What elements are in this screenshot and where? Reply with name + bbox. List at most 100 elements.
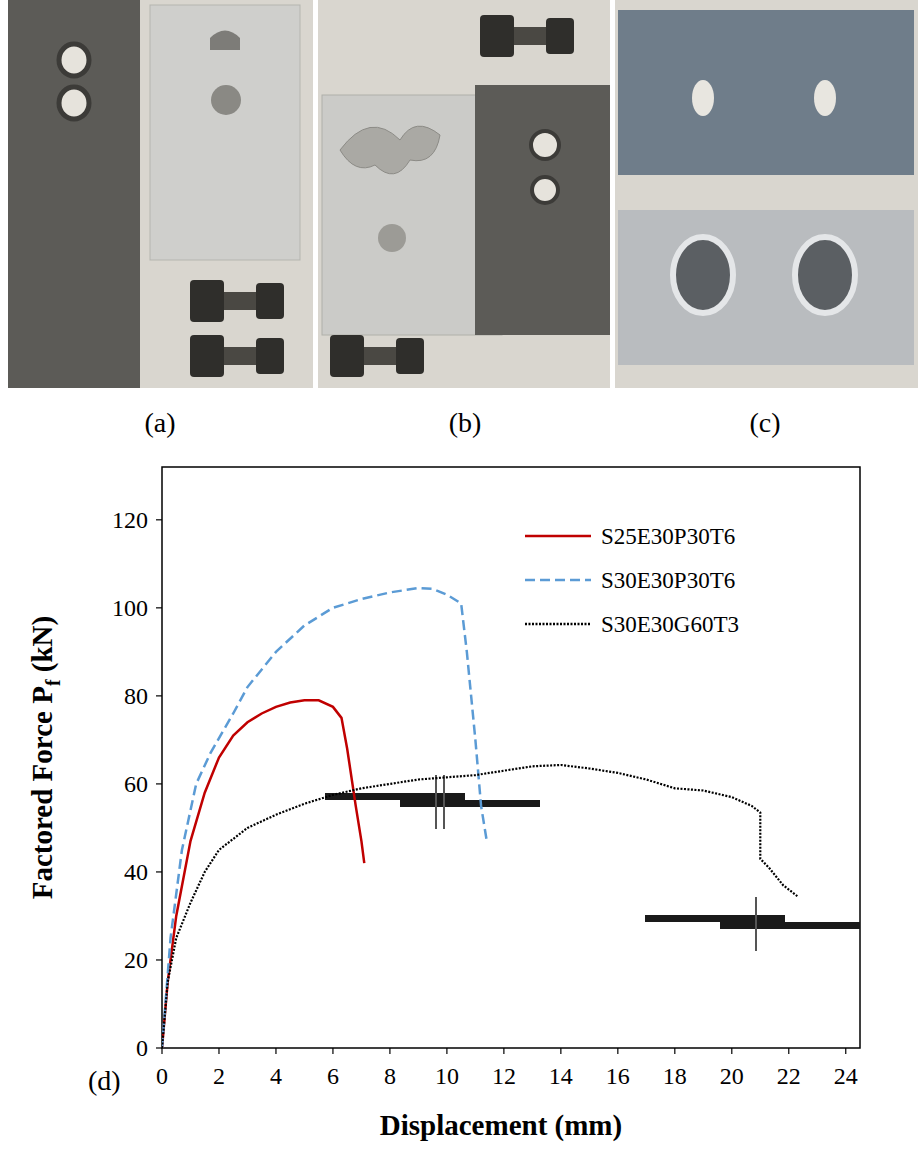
photo-bg <box>318 0 610 388</box>
x-tick <box>731 1048 732 1054</box>
x-tick <box>275 1048 276 1054</box>
bolt-head <box>190 335 224 377</box>
legend-swatch <box>525 579 591 582</box>
y-tick <box>156 607 162 608</box>
y-axis-title: Factored Force Pf (kN) <box>26 616 64 899</box>
y-tick <box>156 519 162 520</box>
sketch-plate <box>400 800 540 807</box>
legend-label: S30E30P30T6 <box>601 568 735 593</box>
hole <box>378 224 406 252</box>
y-tick-label: 20 <box>124 947 148 973</box>
x-tick <box>674 1048 675 1054</box>
y-tick <box>156 959 162 960</box>
hole <box>210 31 240 51</box>
legend-swatch <box>525 535 591 538</box>
hole <box>531 131 559 159</box>
y-tick-label: 80 <box>124 683 148 709</box>
joint-sketch <box>645 897 860 951</box>
x-tick <box>845 1048 846 1054</box>
y-tick-label: 120 <box>112 507 148 533</box>
plate <box>8 0 140 388</box>
bolt-shank <box>224 347 256 365</box>
hole <box>59 44 89 76</box>
x-tick-label: 2 <box>213 1063 225 1089</box>
y-axis-title-part: Factored Force P <box>26 686 58 899</box>
y-tick-label: 0 <box>136 1035 148 1061</box>
photos <box>8 0 918 388</box>
sketch-plate <box>720 922 860 929</box>
plate <box>475 85 610 335</box>
panel-label: (b) <box>449 407 482 438</box>
x-tick-label: 20 <box>720 1063 744 1089</box>
x-tick <box>617 1048 618 1054</box>
x-tick <box>503 1048 504 1054</box>
x-tick-label: 12 <box>492 1063 516 1089</box>
y-tick <box>156 871 162 872</box>
x-tick <box>389 1048 390 1054</box>
bolt-nut <box>256 283 284 319</box>
x-tick <box>218 1048 219 1054</box>
panel-label: (d) <box>88 1065 121 1096</box>
sketch-bolt <box>435 775 437 829</box>
sketch-plate <box>645 915 785 922</box>
x-tick-label: 4 <box>270 1063 282 1089</box>
bolt-shank <box>224 292 256 310</box>
tear <box>340 126 440 174</box>
bolt-nut <box>396 338 424 374</box>
sketch-bolt <box>443 775 445 829</box>
legend-swatch <box>525 623 591 626</box>
plate <box>618 10 914 175</box>
x-tick-label: 0 <box>156 1063 168 1089</box>
hole <box>795 237 855 313</box>
bolt-head <box>480 15 514 57</box>
x-tick <box>788 1048 789 1054</box>
x-tick <box>332 1048 333 1054</box>
x-tick-label: 24 <box>834 1063 858 1089</box>
hole <box>673 237 733 313</box>
x-tick-label: 8 <box>384 1063 396 1089</box>
x-tick-label: 18 <box>663 1063 687 1089</box>
x-tick <box>560 1048 561 1054</box>
x-tick-label: 14 <box>549 1063 573 1089</box>
y-tick-label: 40 <box>124 859 148 885</box>
hole <box>692 80 714 116</box>
y-axis-title-part: (kN) <box>26 616 59 680</box>
series-line <box>162 700 364 1048</box>
sketch-bolt <box>755 897 757 951</box>
plate <box>150 5 300 260</box>
y-tick-label: 100 <box>112 595 148 621</box>
series-line <box>162 765 797 1048</box>
x-tick <box>446 1048 447 1054</box>
hole <box>211 85 241 115</box>
y-tick-label: 60 <box>124 771 148 797</box>
hole <box>814 80 836 116</box>
panel-label: (c) <box>749 407 780 438</box>
hole <box>532 177 558 203</box>
x-tick-label: 16 <box>606 1063 630 1089</box>
legend-label: S30E30G60T3 <box>601 612 739 637</box>
photo-bg <box>8 0 313 388</box>
y-tick <box>156 695 162 696</box>
bolt-shank <box>514 27 546 45</box>
bolt-nut <box>546 18 574 54</box>
x-tick <box>161 1048 162 1054</box>
bolt-head <box>190 280 224 322</box>
bolt-head <box>330 335 364 377</box>
legend-label: S25E30P30T6 <box>601 524 735 549</box>
y-tick <box>156 783 162 784</box>
series-group <box>162 588 797 1048</box>
panel-label: (a) <box>144 407 175 438</box>
y-tick <box>156 1047 162 1048</box>
x-tick-label: 22 <box>777 1063 801 1089</box>
hole <box>59 87 89 119</box>
x-tick-label: 10 <box>435 1063 459 1089</box>
photo-bg <box>615 0 918 388</box>
x-tick-label: 6 <box>327 1063 339 1089</box>
bolt-nut <box>256 338 284 374</box>
x-axis-title: Displacement (mm) <box>380 1109 622 1142</box>
figure: (a)(b)(c)0246810121416182022240204060801… <box>0 0 918 1165</box>
plate <box>618 210 914 365</box>
plot-frame <box>162 467 860 1048</box>
bolt-shank <box>364 347 396 365</box>
series-line <box>162 588 487 1048</box>
